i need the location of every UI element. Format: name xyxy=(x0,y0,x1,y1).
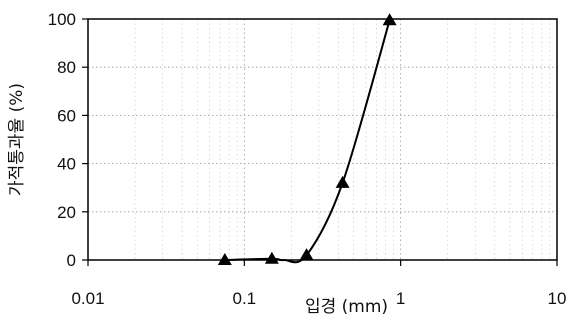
y-tick-label: 40 xyxy=(57,155,76,174)
y-tick-label: 80 xyxy=(57,58,76,77)
y-tick-label: 100 xyxy=(48,10,76,29)
data-point-triangle xyxy=(382,13,397,26)
data-point-triangle xyxy=(299,248,314,261)
y-tick-labels: 0 20 40 60 80 100 xyxy=(48,10,76,270)
plot-frame xyxy=(87,18,558,261)
x-tick-labels: 0.01 0.1 1 10 xyxy=(71,289,566,308)
x-tick-label: 1 xyxy=(396,289,405,308)
data-point-triangle xyxy=(264,251,279,264)
data-point-triangle xyxy=(217,253,232,265)
y-tick-label: 20 xyxy=(57,203,76,222)
y-tick-label: 60 xyxy=(57,106,76,125)
x-tick-label: 10 xyxy=(548,289,567,308)
y-tick-label: 0 xyxy=(67,251,76,270)
data-markers xyxy=(217,13,397,265)
grid xyxy=(88,19,557,260)
data-point-triangle xyxy=(335,175,350,188)
y-axis-title: 가적통과율 (%) xyxy=(7,83,27,196)
x-tick-label: 0.01 xyxy=(71,289,104,308)
series-line xyxy=(224,19,391,264)
tick-marks xyxy=(82,18,558,266)
x-axis-title: 입경 (mm) xyxy=(305,297,388,317)
x-tick-label: 0.1 xyxy=(233,289,257,308)
